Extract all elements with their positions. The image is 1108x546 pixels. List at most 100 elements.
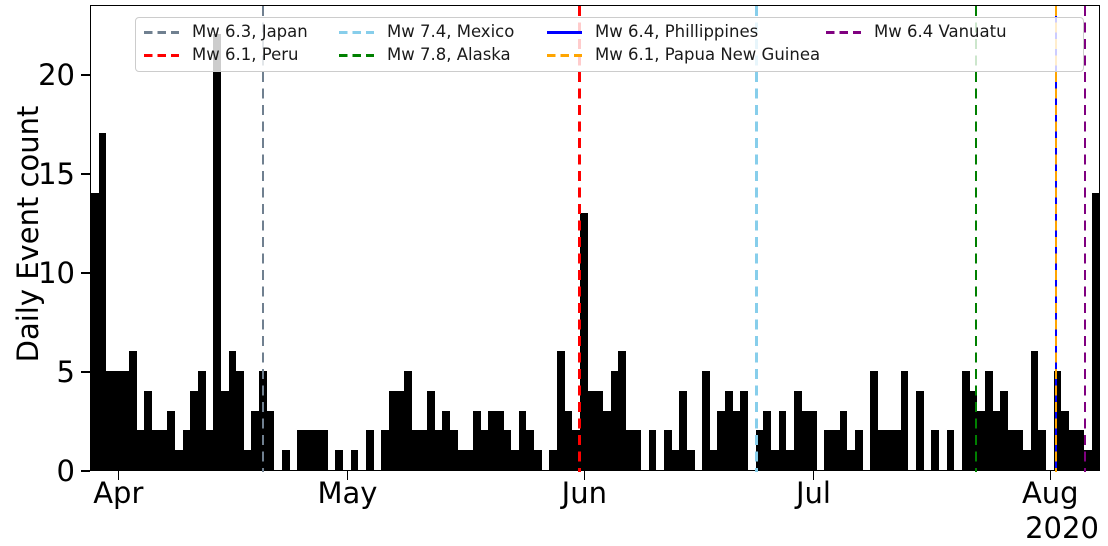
- bar: [626, 430, 633, 470]
- bar: [442, 410, 450, 470]
- bar: [465, 450, 473, 470]
- event-line: [261, 6, 265, 472]
- bar: [1023, 450, 1031, 470]
- bar: [427, 390, 435, 470]
- legend-dashed-line-sample: [547, 53, 582, 57]
- legend-dashed-line-sample: [826, 30, 861, 34]
- bar: [740, 390, 748, 470]
- bar: [771, 450, 779, 470]
- bar: [565, 410, 572, 470]
- bar: [710, 450, 717, 470]
- bar: [786, 450, 794, 470]
- bar: [397, 390, 404, 470]
- bar: [970, 390, 977, 470]
- bar: [824, 430, 832, 470]
- legend-item: Mw 6.4, Phillippines: [547, 23, 758, 41]
- bar: [649, 430, 656, 470]
- bar: [511, 450, 519, 470]
- bar: [794, 390, 802, 470]
- legend-label: Mw 6.1, Papua New Guinea: [595, 45, 821, 64]
- bar: [679, 390, 687, 470]
- legend-dashed-line-sample: [339, 30, 374, 34]
- y-tick-mark: [81, 470, 90, 472]
- bar: [588, 390, 595, 470]
- bar: [1031, 351, 1038, 470]
- bar: [412, 430, 420, 470]
- bar: [122, 371, 129, 470]
- legend-item: Mw 6.4 Vanuatu: [826, 23, 1007, 41]
- bar: [717, 410, 725, 470]
- bar: [99, 133, 106, 470]
- bar: [832, 430, 840, 470]
- bar: [91, 192, 99, 470]
- y-tick-mark: [81, 371, 90, 373]
- bar: [1054, 371, 1061, 470]
- bar: [152, 430, 160, 470]
- y-tick-label: 0: [56, 454, 75, 488]
- event-line: [755, 6, 758, 472]
- plot-area: [90, 5, 1100, 472]
- legend-item: Mw 6.3, Japan: [144, 23, 308, 41]
- x-tick-mark: [583, 471, 586, 480]
- x-tick-mark: [1049, 471, 1052, 480]
- bar: [1061, 410, 1069, 470]
- y-tick-label: 10: [38, 256, 75, 290]
- bar: [901, 371, 908, 470]
- bar: [389, 390, 397, 470]
- bar: [114, 371, 122, 470]
- bar: [458, 450, 465, 470]
- bar: [213, 34, 221, 470]
- bar: [534, 450, 542, 470]
- bar: [725, 390, 733, 470]
- bar: [137, 430, 144, 470]
- bar: [603, 410, 611, 470]
- bar: [206, 430, 213, 470]
- x-tick-label: May: [317, 476, 378, 510]
- bar: [931, 430, 939, 470]
- bar: [802, 410, 809, 470]
- bar: [1015, 430, 1023, 470]
- bar: [779, 410, 786, 470]
- bar: [496, 410, 504, 470]
- bar: [450, 430, 458, 470]
- event-line: [578, 6, 581, 472]
- legend-label: Mw 6.3, Japan: [192, 22, 308, 41]
- bar: [840, 410, 847, 470]
- bar: [557, 351, 565, 470]
- bar: [847, 450, 855, 470]
- bar: [672, 450, 679, 470]
- bar: [404, 371, 412, 470]
- bar: [1038, 430, 1046, 470]
- x-tick-label: Apr: [93, 476, 144, 510]
- bar: [313, 430, 320, 470]
- bar: [420, 430, 427, 470]
- bar: [229, 351, 236, 470]
- bar: [473, 410, 481, 470]
- y-tick-mark: [81, 272, 90, 274]
- bar: [320, 430, 328, 470]
- bar: [526, 430, 534, 470]
- bar: [549, 450, 557, 470]
- bar: [916, 390, 924, 470]
- bar: [129, 351, 137, 470]
- bar: [175, 450, 183, 470]
- event-line: [974, 6, 977, 472]
- y-axis-label: Daily Event count: [11, 105, 45, 363]
- bar: [1008, 430, 1015, 470]
- bar: [221, 390, 229, 470]
- bar: [1069, 430, 1077, 470]
- bar: [855, 430, 863, 470]
- bar: [519, 410, 526, 470]
- bar: [1000, 390, 1008, 470]
- bar: [809, 410, 817, 470]
- bar: [611, 371, 618, 470]
- bar: [702, 371, 710, 470]
- y-tick-mark: [81, 173, 90, 175]
- bar: [351, 450, 358, 470]
- bar: [687, 450, 695, 470]
- legend-item: Mw 7.8, Alaska: [339, 46, 511, 64]
- bar: [305, 430, 313, 470]
- x-axis-year-label: 2020: [1025, 511, 1099, 545]
- bar: [870, 371, 878, 470]
- bar: [167, 410, 175, 470]
